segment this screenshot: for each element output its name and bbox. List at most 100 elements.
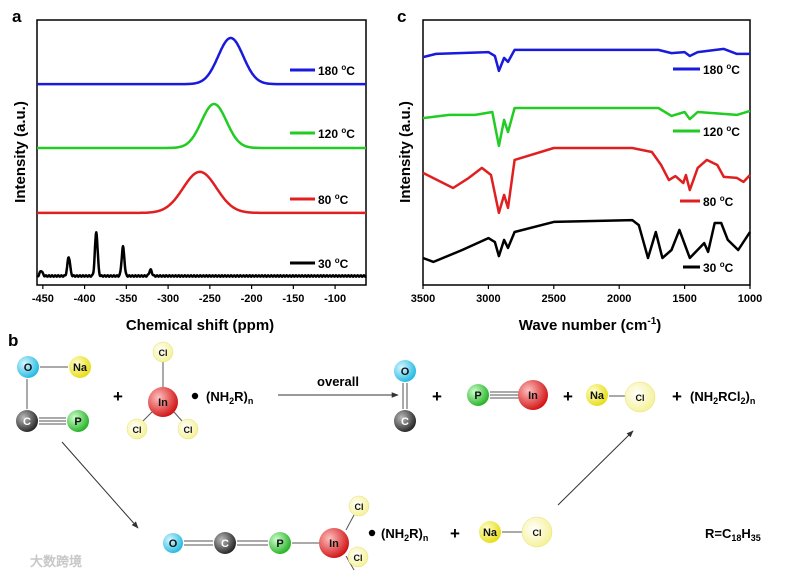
series-line-1 [422,106,751,148]
x-tick-label: -200 [241,293,263,305]
legend-unit: C [340,193,349,207]
x-tick-label: 1500 [672,293,696,305]
legend-unit: C [731,63,740,77]
atom-p [467,384,489,406]
x-tick-label: -300 [157,293,179,305]
atom-na [586,384,608,406]
atom-label: Cl [184,425,193,435]
x-tick-label: -150 [282,293,304,305]
atom-na [479,521,501,543]
legend-label: 180 oC [318,63,355,78]
legend-label: 120 oC [318,126,355,141]
plus-sign: + [563,387,573,406]
legend-label: 30 oC [318,256,349,271]
legend-unit: C [725,261,734,275]
atom-label: In [528,390,538,402]
x-tick-label: -100 [324,293,346,305]
overall-label: overall [317,374,359,389]
atom-label: Cl [159,348,168,358]
x-tick-label: 1000 [738,293,762,305]
legend-label: 80 oC [703,194,734,209]
legend-temp: 80 [318,193,335,207]
legend-temp: 180 [703,63,726,77]
step1-arrow [61,441,139,529]
atom-c [394,410,416,432]
atom-label: Cl [354,553,363,563]
atom-label: Na [73,362,88,374]
r-definition: R=C18H35 [705,526,761,543]
nmr-chart: Intensity (a.u.) Chemical shift (ppm) -4… [12,19,367,334]
panel-label-c: c [397,7,406,26]
x-tick-label: -450 [32,293,54,305]
atom-in [319,528,349,558]
atom-label: Na [483,527,498,539]
atom-label: In [329,538,339,550]
adduct-dot [191,392,199,400]
legend-temp: 180 [318,64,341,78]
atom-p [67,410,89,432]
atom-label: Na [590,390,605,402]
bonds [26,362,625,571]
plot-frame [36,19,367,286]
atom-p [269,532,291,554]
legend-unit: C [731,125,740,139]
legend-degree: o [335,192,340,201]
x-tick-label: 2000 [607,293,631,305]
x-tick-label: 3000 [476,293,500,305]
series-line-3 [36,231,367,278]
atom-label: Cl [133,425,142,435]
y-axis-label: Intensity (a.u.) [12,101,29,203]
legend-degree: o [726,124,731,133]
series-line-2 [36,170,367,215]
legend-temp: 120 [703,125,726,139]
legend-degree: o [341,126,346,135]
atom-cl [126,418,148,440]
series-line-0 [422,47,750,73]
legend-label: 30 oC [703,260,734,275]
atom-cl [177,418,199,440]
x-tick-label: -350 [115,293,137,305]
byproduct-formula: (NH2RCl2)n [690,389,755,406]
legend-degree: o [726,62,731,71]
watermark: 大数跨境 [30,554,82,569]
atom-label: P [74,416,81,428]
legend-label: 80 oC [318,192,349,207]
amine-formula: (NH2R)n [381,526,428,543]
atom-label: Cl [533,528,542,538]
plus-sign: + [672,387,682,406]
atom-cl [624,381,656,413]
x-axis-label: Chemical shift (ppm) [126,317,274,334]
atom-label: C [23,416,31,428]
legend-unit: C [346,64,355,78]
atom-o [163,533,183,553]
atom-c [214,532,236,554]
atom-na [69,356,91,378]
plot-frame [422,19,751,286]
series-line-1 [36,102,367,150]
x-tick-label: -400 [74,293,96,305]
plus-sign: + [432,387,442,406]
atom-c [16,410,38,432]
y-axis-label: Intensity (a.u.) [397,101,414,203]
legend-degree: o [720,260,725,269]
ftir-chart: Intensity (a.u.) Wave number (cm-1) 3500… [397,19,762,334]
atom-label: P [474,390,481,402]
legend-degree: o [720,194,725,203]
legend-label: 180 oC [703,62,740,77]
x-tick-label: -250 [199,293,221,305]
atom-cl [152,341,174,363]
panel-label-a: a [12,7,22,26]
atom-cl [348,495,370,517]
atom-in [518,380,548,410]
series-line-2 [422,146,751,215]
atom-o [17,356,39,378]
atom-cl [347,546,369,568]
legend-degree: o [335,256,340,265]
legend-temp: 30 [318,257,335,271]
atom-label: Cl [636,393,645,403]
legend-label: 120 oC [703,124,740,139]
atom-o [394,360,416,382]
legend-temp: 30 [703,261,720,275]
series-line-3 [422,218,752,264]
